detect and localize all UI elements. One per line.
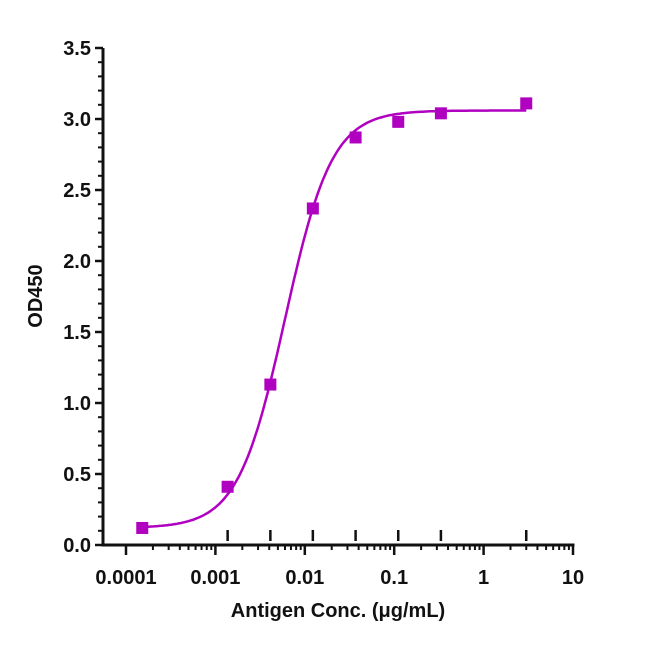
y-tick-label: 3.0 xyxy=(63,109,91,131)
y-tick-label: 2.0 xyxy=(63,251,91,273)
x-axis-title: Antigen Conc. (μg/mL) xyxy=(231,600,445,622)
x-tick-label: 1 xyxy=(478,567,489,589)
data-point-marker xyxy=(264,378,277,391)
data-point-marker xyxy=(434,107,447,120)
data-point-marker xyxy=(520,97,533,110)
y-tick-label: 1.0 xyxy=(63,393,91,415)
data-point-marker xyxy=(136,521,149,534)
x-tick-label: 0.001 xyxy=(190,567,240,589)
fit-curve xyxy=(142,109,527,529)
y-tick-label: 1.5 xyxy=(63,322,91,344)
x-tick-label: 0.1 xyxy=(380,567,408,589)
y-tick-label: 0.0 xyxy=(63,535,91,557)
data-points xyxy=(136,97,533,534)
x-tick-label: 10 xyxy=(562,567,584,589)
y-tick-label: 3.5 xyxy=(63,38,91,60)
x-tick-label: 0.0001 xyxy=(95,567,156,589)
data-point-marker xyxy=(392,115,405,128)
data-point-marker xyxy=(306,202,319,215)
x-tick-labels: 0.0001 0.001 0.01 0.1 1 10 xyxy=(95,567,584,589)
axes xyxy=(95,46,575,555)
y-tick-label: 0.5 xyxy=(63,464,91,486)
data-point-marker xyxy=(221,480,234,493)
x-tick-label: 0.01 xyxy=(285,567,324,589)
data-point-marker xyxy=(349,131,362,144)
y-tick-label: 2.5 xyxy=(63,180,91,202)
y-axis-title: OD450 xyxy=(25,264,47,327)
y-tick-labels: 0.0 0.5 1.0 1.5 2.0 2.5 3.0 3.5 xyxy=(63,38,91,557)
